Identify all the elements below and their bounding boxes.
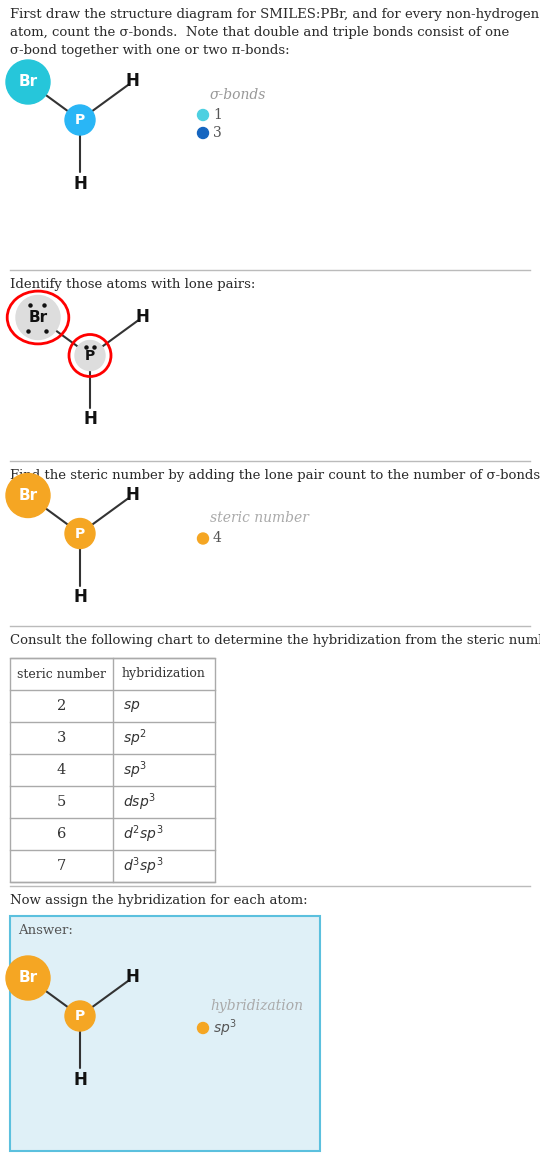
Text: $\mathit{d}^{3}\mathit{sp}^{3}$: $\mathit{d}^{3}\mathit{sp}^{3}$ [123, 856, 164, 877]
Text: H: H [135, 308, 149, 325]
Text: 3: 3 [213, 127, 222, 140]
Text: H: H [83, 411, 97, 428]
Text: H: H [73, 1070, 87, 1089]
Text: 2: 2 [57, 699, 66, 713]
Text: H: H [125, 968, 139, 986]
Circle shape [198, 533, 208, 545]
Text: H: H [73, 175, 87, 193]
Text: H: H [125, 72, 139, 91]
Text: 4: 4 [57, 763, 66, 777]
Circle shape [6, 60, 50, 104]
Text: hybridization: hybridization [210, 998, 303, 1014]
Text: Br: Br [18, 971, 38, 986]
Circle shape [6, 474, 50, 518]
Text: $\mathit{sp}^{3}$: $\mathit{sp}^{3}$ [213, 1017, 237, 1039]
Text: steric number: steric number [210, 512, 309, 526]
Circle shape [198, 109, 208, 121]
Text: $\mathit{d}^{2}\mathit{sp}^{3}$: $\mathit{d}^{2}\mathit{sp}^{3}$ [123, 823, 164, 845]
Text: Answer:: Answer: [18, 923, 73, 937]
Text: 4: 4 [213, 532, 222, 546]
Text: Identify those atoms with lone pairs:: Identify those atoms with lone pairs: [10, 277, 255, 291]
Text: $\mathit{sp}^{3}$: $\mathit{sp}^{3}$ [123, 759, 147, 781]
Text: H: H [125, 485, 139, 504]
Text: steric number: steric number [17, 668, 106, 680]
Circle shape [198, 1023, 208, 1033]
Text: $\mathit{dsp}^{3}$: $\mathit{dsp}^{3}$ [123, 791, 156, 813]
Text: Find the steric number by adding the lone pair count to the number of σ-bonds:: Find the steric number by adding the lon… [10, 469, 540, 482]
Text: 7: 7 [57, 859, 66, 873]
Text: σ-bonds: σ-bonds [210, 88, 266, 102]
Text: P: P [85, 348, 95, 362]
Bar [10, 658, 215, 882]
Text: 6: 6 [57, 827, 66, 841]
Text: Br: Br [18, 488, 38, 503]
Text: 1: 1 [213, 108, 222, 122]
Circle shape [6, 956, 50, 1000]
Text: Now assign the hybridization for each atom:: Now assign the hybridization for each at… [10, 894, 308, 907]
Text: hybridization: hybridization [122, 668, 206, 680]
Text: 3: 3 [57, 731, 66, 745]
Text: Br: Br [29, 310, 48, 325]
Text: H: H [73, 589, 87, 606]
Text: Br: Br [18, 74, 38, 89]
Text: $\mathit{sp}$: $\mathit{sp}$ [123, 699, 140, 714]
Text: Consult the following chart to determine the hybridization from the steric numbe: Consult the following chart to determine… [10, 634, 540, 647]
Text: P: P [75, 113, 85, 127]
Text: P: P [75, 526, 85, 541]
Circle shape [65, 104, 95, 135]
Circle shape [75, 340, 105, 370]
Text: P: P [75, 1009, 85, 1023]
Circle shape [16, 296, 60, 339]
Text: $\mathit{sp}^{2}$: $\mathit{sp}^{2}$ [123, 727, 147, 749]
Text: 5: 5 [57, 795, 66, 809]
Circle shape [198, 128, 208, 138]
Text: First draw the structure diagram for SMILES:PBr, and for every non-hydrogen
atom: First draw the structure diagram for SMI… [10, 8, 539, 57]
Circle shape [65, 519, 95, 548]
Bar [10, 916, 320, 1151]
Circle shape [65, 1001, 95, 1031]
